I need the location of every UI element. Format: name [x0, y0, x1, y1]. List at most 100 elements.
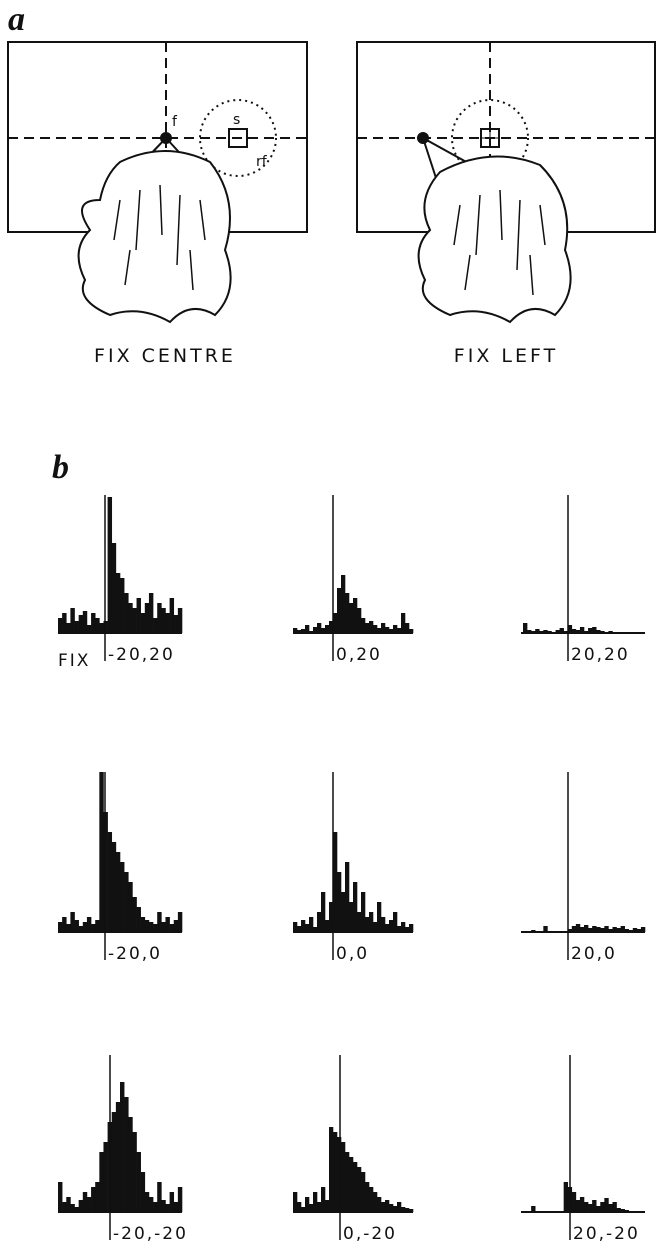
- histogram-bar: [543, 926, 548, 932]
- histogram-bar: [567, 625, 573, 633]
- caption: FIX CENTRE: [94, 345, 236, 367]
- histogram-bar: [604, 1198, 609, 1212]
- histogram-bar: [640, 927, 646, 932]
- histogram-bar: [596, 630, 601, 633]
- histogram-bar: [140, 613, 146, 633]
- histogram-bar: [567, 929, 573, 932]
- histogram-bar: [111, 842, 117, 932]
- histogram-bar: [596, 1206, 601, 1212]
- histogram-bar: [592, 627, 597, 633]
- histogram-bar: [349, 603, 354, 633]
- histogram-bar: [317, 623, 322, 633]
- panel-label: 20,-20: [573, 1224, 640, 1244]
- histogram-bar: [136, 1152, 141, 1212]
- scene-centre: [7, 41, 308, 324]
- histogram-bar: [317, 1202, 322, 1212]
- histogram-bar: [173, 615, 179, 633]
- histogram-bar: [305, 625, 310, 633]
- histogram-bar: [381, 1202, 386, 1212]
- histogram-bar: [169, 1192, 175, 1212]
- histogram-bar: [365, 1182, 370, 1212]
- histogram-bar: [169, 598, 175, 633]
- panel-label: 0,0: [336, 944, 369, 964]
- histogram-bar: [177, 912, 183, 932]
- histogram-bar: [369, 621, 374, 633]
- histogram-bar: [66, 1197, 71, 1212]
- histogram-bar: [401, 922, 406, 932]
- histogram-bar: [161, 922, 166, 932]
- histogram-bar: [74, 920, 79, 932]
- histogram-bar: [523, 623, 528, 633]
- histogram-bar: [325, 625, 330, 633]
- histogram-bar: [86, 917, 92, 932]
- histogram-bar: [579, 1197, 585, 1212]
- histogram-bar: [333, 1132, 338, 1212]
- histogram-bar: [58, 922, 63, 932]
- panel-label: -20,20: [108, 645, 175, 665]
- histogram-bar: [62, 613, 67, 633]
- histogram-bar: [349, 1157, 354, 1212]
- histogram-bar: [124, 593, 129, 633]
- histogram-bar: [165, 613, 170, 633]
- histogram-bar: [78, 1200, 84, 1212]
- histogram-bar: [177, 1187, 183, 1212]
- histogram-bar: [563, 1182, 569, 1212]
- histogram-bar: [559, 628, 564, 633]
- histogram-bar: [401, 1207, 406, 1212]
- histogram-bar: [393, 912, 398, 932]
- histogram-bar: [95, 618, 100, 633]
- histogram-bar: [409, 924, 414, 932]
- histogram-bar: [157, 603, 162, 633]
- histogram-bar: [140, 1172, 146, 1212]
- histogram-bar: [337, 1137, 342, 1212]
- panel-label: 20,20: [571, 645, 630, 665]
- histogram-bar: [321, 628, 326, 633]
- histogram-bar: [165, 1204, 170, 1212]
- histogram-bar: [616, 928, 621, 932]
- histogram-bar: [95, 920, 100, 932]
- histogram-bar: [333, 832, 338, 932]
- histogram-bar: [389, 920, 394, 932]
- histogram-bar: [313, 627, 318, 633]
- histogram-bar: [588, 628, 593, 633]
- histogram-bar: [66, 924, 71, 932]
- histogram-bar: [397, 1202, 402, 1212]
- histogram-bar: [588, 1204, 593, 1212]
- histogram-bar: [297, 926, 302, 932]
- histogram-bar: [596, 927, 601, 932]
- histogram-bar: [144, 1192, 150, 1212]
- panel-label: 0,-20: [343, 1224, 397, 1244]
- histogram-bar: [95, 1182, 100, 1212]
- histogram-bar: [136, 598, 141, 633]
- histogram-bar: [584, 925, 589, 932]
- histogram-bar: [604, 926, 609, 932]
- histogram-bar: [115, 1102, 121, 1212]
- histogram-bar: [297, 1202, 302, 1212]
- histogram-bar: [361, 618, 366, 633]
- histogram-bar: [592, 1200, 597, 1212]
- panel-letter: a: [8, 1, 25, 38]
- panel-label: -20,-20: [113, 1224, 188, 1244]
- histogram-bar: [616, 1208, 621, 1212]
- histogram-bar: [377, 902, 382, 932]
- histogram-bar: [341, 1142, 346, 1212]
- histogram-bar: [555, 630, 560, 633]
- histogram-bar: [345, 862, 350, 932]
- histogram-bar: [148, 593, 154, 633]
- caption: FIX LEFT: [454, 345, 558, 367]
- histogram-bar: [157, 912, 162, 932]
- histogram-bar: [177, 608, 183, 633]
- histogram-bar: [381, 623, 386, 633]
- histogram-bar: [345, 593, 350, 633]
- histogram-bar: [120, 1082, 125, 1212]
- histogram-bar: [575, 924, 581, 932]
- histogram-bar: [575, 1200, 581, 1212]
- histogram-bar: [313, 1192, 318, 1212]
- histogram-bar: [82, 1192, 88, 1212]
- label-s: s: [233, 112, 240, 128]
- histogram-bar: [293, 1192, 298, 1212]
- histogram-bar: [341, 575, 346, 633]
- histogram-bar: [62, 917, 67, 932]
- histogram-bar: [70, 1204, 75, 1212]
- histogram-bar: [329, 902, 334, 932]
